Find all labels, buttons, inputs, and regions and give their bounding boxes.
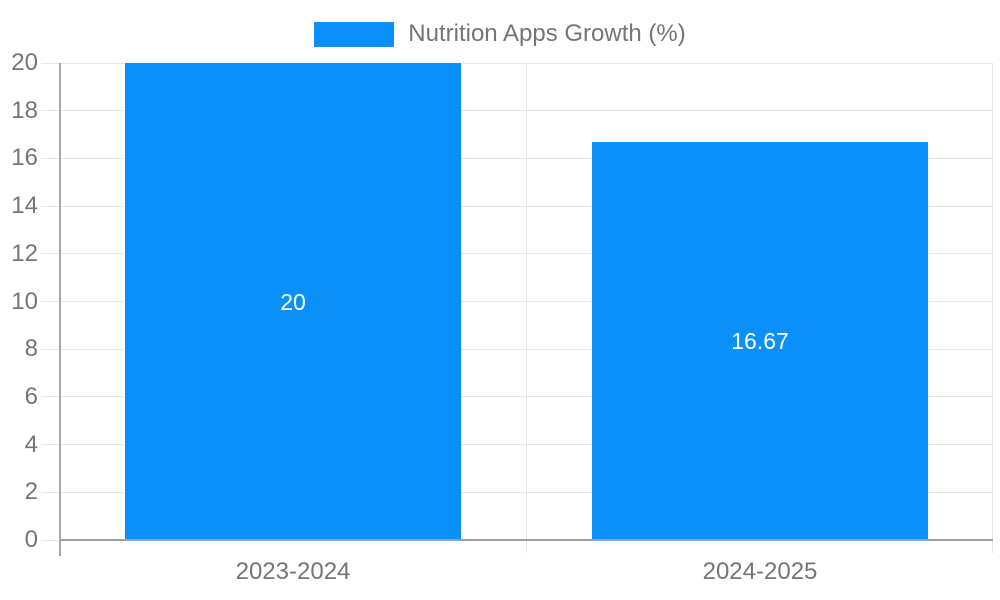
bar-value-label: 16.67 <box>731 328 789 355</box>
bar-2023-2024[interactable]: 20 <box>125 63 461 540</box>
x-axis-tick <box>992 540 993 553</box>
chart-legend[interactable]: Nutrition Apps Growth (%) <box>0 19 1000 49</box>
x-axis-label: 2023-2024 <box>235 558 351 585</box>
bar-value-label: 20 <box>280 288 306 315</box>
y-gridline <box>41 205 993 207</box>
y-gridline <box>41 157 993 159</box>
x-axis-line <box>59 539 993 541</box>
y-axis-tick-label: 4 <box>24 430 38 458</box>
legend-swatch <box>314 21 395 47</box>
plot-area: 20 16.67 <box>41 62 993 553</box>
y-gridline <box>41 253 993 255</box>
legend-label: Nutrition Apps Growth (%) <box>408 20 686 47</box>
bar-2024-2025[interactable]: 16.67 <box>592 142 928 540</box>
y-axis-tick-label: 8 <box>24 335 38 363</box>
category-gridline <box>526 63 527 540</box>
y-axis-line <box>59 63 61 556</box>
y-gridline <box>41 301 993 302</box>
y-axis-tick-label: 0 <box>24 526 38 553</box>
y-gridline <box>41 396 993 398</box>
y-axis-tick-label: 14 <box>11 192 38 220</box>
y-gridline <box>41 348 993 350</box>
x-axis-tick <box>526 540 527 553</box>
y-axis-tick-label: 2 <box>24 478 38 506</box>
y-gridline <box>41 444 993 446</box>
y-axis-tick-label: 20 <box>11 49 38 76</box>
category-gridline <box>992 63 993 540</box>
y-axis-tick-label: 16 <box>11 144 38 172</box>
y-gridline <box>41 110 993 112</box>
x-axis-label: 2024-2025 <box>702 558 818 585</box>
y-axis-tick-label: 18 <box>11 96 38 124</box>
y-gridline <box>41 62 993 64</box>
y-gridline <box>41 491 993 493</box>
y-axis-tick-label: 6 <box>24 382 38 410</box>
y-axis-tick-label: 12 <box>11 239 38 267</box>
y-axis-tick-label: 10 <box>11 287 38 315</box>
